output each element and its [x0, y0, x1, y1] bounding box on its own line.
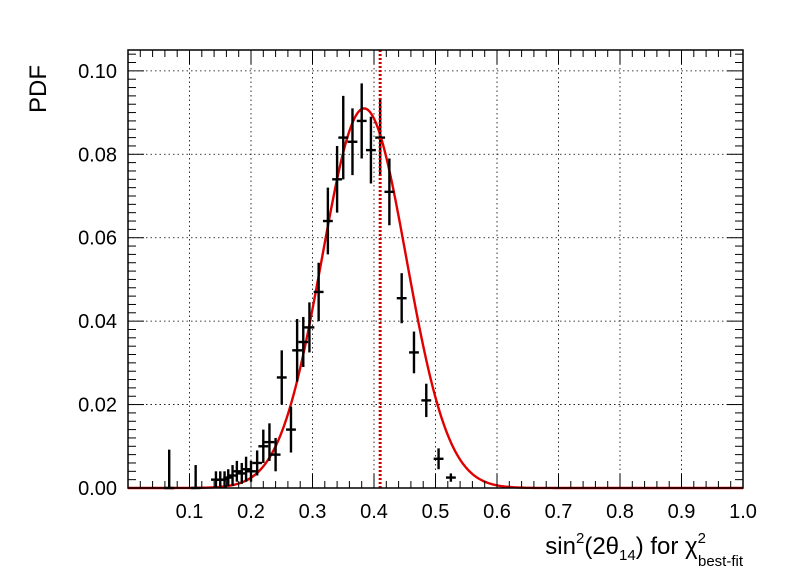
data-point [298, 316, 309, 368]
x-ticks [127, 50, 744, 488]
x-tick-label-8: 0.9 [668, 501, 696, 523]
x-title-sub1: 14 [619, 547, 636, 564]
data-point [338, 95, 349, 180]
x-tick-label-3: 0.4 [360, 501, 388, 523]
data-point [258, 429, 269, 463]
data-point [396, 273, 407, 324]
data-point [286, 406, 296, 453]
y-tick-label-4: 0.08 [78, 144, 117, 166]
data-point [366, 116, 376, 184]
data-point [421, 383, 432, 418]
x-tick-label-4: 0.5 [422, 501, 450, 523]
data-point [322, 187, 333, 255]
grid [128, 50, 743, 488]
x-tick-label-6: 0.7 [545, 501, 573, 523]
plot-frame [127, 49, 744, 489]
data-point [304, 302, 315, 353]
data-point [292, 319, 303, 382]
data-point [445, 473, 456, 482]
y-ticks [128, 53, 743, 489]
data-point [433, 448, 444, 470]
x-title-sub2: best-fit [698, 553, 744, 570]
data-point [332, 145, 343, 213]
x-title-sup2: 2 [698, 530, 706, 547]
data-point [276, 350, 287, 405]
data-point [313, 262, 324, 322]
data-point [264, 423, 275, 461]
y-tick-label-0: 0.00 [78, 478, 117, 500]
x-title-sup1: 2 [576, 530, 584, 547]
data-point [409, 331, 419, 374]
data-point [347, 108, 358, 176]
y-tick-labels: 0.00 0.02 0.04 0.06 0.08 0.10 [78, 61, 117, 500]
x-tick-labels: 0.1 0.2 0.3 0.4 0.5 0.6 0.7 0.8 0.9 1.0 [176, 501, 757, 523]
x-tick-label-2: 0.3 [299, 501, 327, 523]
x-tick-label-7: 0.8 [606, 501, 634, 523]
data-point [384, 158, 395, 226]
data-point [241, 456, 251, 482]
y-tick-label-5: 0.10 [78, 61, 117, 83]
x-title-open: (2θ [584, 533, 619, 560]
data-point [252, 450, 263, 476]
y-tick-label-3: 0.06 [78, 228, 117, 250]
data-point [270, 437, 281, 472]
x-tick-label-9: 1.0 [729, 501, 757, 523]
data-point [231, 460, 242, 482]
x-tick-label-1: 0.2 [237, 501, 265, 523]
x-title-sin: sin [545, 533, 576, 560]
y-tick-label-2: 0.04 [78, 311, 117, 333]
data-point [164, 449, 175, 490]
y-tick-label-1: 0.02 [78, 395, 117, 417]
x-tick-label-0: 0.1 [176, 501, 204, 523]
y-axis-title: PDF [25, 65, 52, 113]
x-tick-label-5: 0.6 [483, 501, 511, 523]
x-title-close: ) for χ [636, 533, 698, 560]
data-point [356, 83, 367, 159]
x-axis-title: sin2(2θ14) for χ2 best-fit [545, 530, 744, 570]
data-point [190, 465, 201, 490]
